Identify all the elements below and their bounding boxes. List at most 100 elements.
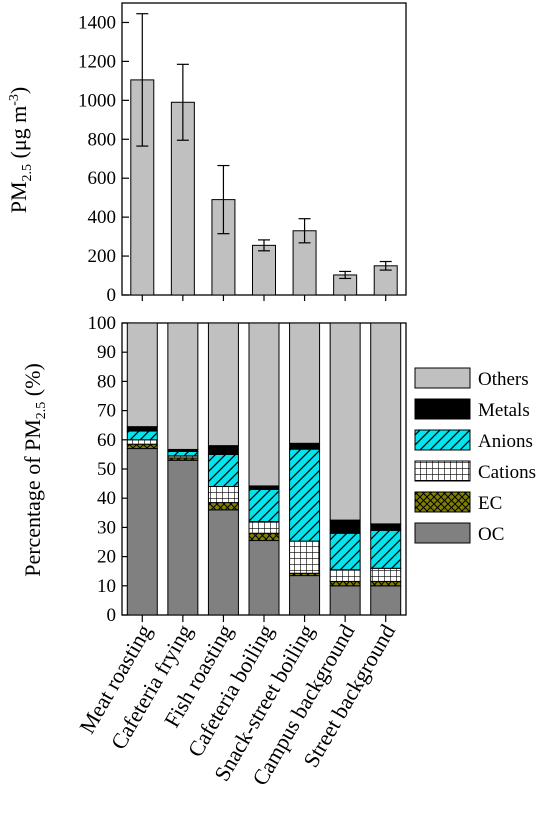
legend-swatch xyxy=(414,429,471,451)
segment-oc xyxy=(248,540,280,616)
segment-cations xyxy=(289,540,321,574)
bottom-y-tick-label: 80 xyxy=(97,371,116,392)
segment-cations xyxy=(207,486,239,504)
legend: Others Metals Anions Cations EC OC xyxy=(414,367,536,545)
pm25-concentration-panel: 0 200 400 600 800 1000 1200 1400 PM2.5 (μg m-3) xyxy=(6,2,407,306)
top-ylabel-superscript: -3 xyxy=(7,94,22,106)
error-bar xyxy=(298,218,311,244)
stacked-bar-cafeteria-frying xyxy=(167,322,199,616)
segment-anions xyxy=(329,532,361,571)
segment-metals xyxy=(329,519,361,534)
stacked-bar-snack-street-boiling xyxy=(289,322,321,616)
top-bar-cafeteria-boiling xyxy=(252,244,276,296)
top-y-tick-label: 600 xyxy=(88,168,117,189)
top-y-tick-label: 800 xyxy=(88,129,117,150)
legend-item-oc: OC xyxy=(414,522,504,545)
bottom-stacked-bars xyxy=(126,322,402,616)
segment-anions xyxy=(167,450,199,457)
legend-item-ec: EC xyxy=(414,491,502,514)
legend-swatch xyxy=(414,460,471,482)
segment-anions xyxy=(370,529,402,569)
segment-others xyxy=(329,322,361,521)
segment-oc xyxy=(126,448,158,616)
top-ylabel-subscript: 2.5 xyxy=(20,164,35,182)
bottom-y-tick-label: 30 xyxy=(97,517,116,538)
bottom-ylabel-main: Percentage of PM xyxy=(20,419,45,577)
error-bar xyxy=(258,239,270,252)
top-y-axis-label: PM2.5 (μg m-3) xyxy=(6,87,35,214)
legend-item-others: Others xyxy=(414,367,529,390)
segment-cations xyxy=(126,439,158,445)
top-y-ticks: 0 200 400 600 800 1000 1200 1400 xyxy=(78,12,387,306)
segment-metals xyxy=(289,442,321,450)
error-bar xyxy=(136,13,149,147)
segment-others xyxy=(167,322,199,450)
legend-swatch xyxy=(414,522,471,544)
stacked-bar-meat-roasting xyxy=(126,322,158,616)
top-y-tick-label: 400 xyxy=(88,207,117,228)
stacked-bar-fish-roasting xyxy=(207,322,239,616)
legend-label: EC xyxy=(478,493,502,514)
bottom-y-tick-label: 0 xyxy=(107,605,117,626)
error-bar xyxy=(176,63,189,141)
segment-cations xyxy=(370,567,402,582)
segment-cations xyxy=(329,569,361,582)
legend-item-anions: Anions xyxy=(414,429,533,452)
bottom-y-tick-label: 60 xyxy=(97,430,116,451)
segment-ec xyxy=(329,580,361,587)
bottom-y-tick-label: 70 xyxy=(97,401,116,422)
segment-others xyxy=(207,322,239,447)
segment-ec xyxy=(126,443,158,450)
bottom-y-tick-label: 90 xyxy=(97,342,116,363)
segment-metals xyxy=(248,485,280,490)
error-bar xyxy=(217,164,230,235)
stacked-bar-cafeteria-boiling xyxy=(248,322,280,616)
stacked-bar-campus-background xyxy=(329,322,361,616)
segment-others xyxy=(248,322,280,487)
top-y-tick-label: 1000 xyxy=(78,90,116,111)
segment-anions xyxy=(248,488,280,523)
bottom-y-tick-label: 10 xyxy=(97,576,116,597)
segment-oc xyxy=(207,509,239,616)
top-ylabel-unit-close: ) xyxy=(6,87,31,94)
segment-cations xyxy=(248,521,280,534)
segment-others xyxy=(370,322,402,525)
top-y-tick-label: 1400 xyxy=(78,12,116,33)
legend-item-cations: Cations xyxy=(414,460,536,483)
bottom-y-tick-label: 40 xyxy=(97,488,116,509)
legend-label: Cations xyxy=(478,462,536,483)
bottom-ylabel-unit: (%) xyxy=(20,363,45,401)
bottom-y-axis-label: Percentage of PM2.5 (%) xyxy=(20,363,49,577)
segment-anions xyxy=(126,430,158,441)
segment-ec xyxy=(248,532,280,542)
segment-others xyxy=(126,322,158,428)
legend-swatch xyxy=(414,398,471,420)
bottom-y-ticks: 0 10 20 30 40 50 60 70 80 90 100 xyxy=(88,313,129,626)
legend-swatch xyxy=(414,491,471,513)
top-y-tick-label: 1200 xyxy=(78,51,116,72)
legend-label: Others xyxy=(478,369,529,390)
segment-anions xyxy=(207,453,239,488)
top-bars xyxy=(130,13,398,296)
segment-metals xyxy=(126,426,158,432)
bottom-y-tick-label: 100 xyxy=(88,313,117,334)
pm25-composition-panel: 0 10 20 30 40 50 60 70 80 90 100 Percentage of PM2… xyxy=(20,313,536,626)
segment-metals xyxy=(370,523,402,531)
top-y-tick-label: 0 xyxy=(107,285,117,306)
top-y-tick-label: 200 xyxy=(88,246,117,267)
segment-oc xyxy=(289,575,321,616)
legend-label: OC xyxy=(478,524,504,545)
segment-ec xyxy=(207,502,239,511)
legend-label: Anions xyxy=(478,431,533,452)
top-ylabel-main: PM xyxy=(6,181,31,213)
legend-item-metals: Metals xyxy=(414,398,530,421)
segment-ec xyxy=(370,580,402,587)
bottom-ylabel-subscript: 2.5 xyxy=(34,402,49,420)
legend-swatch xyxy=(414,367,471,389)
bottom-x-ticks xyxy=(141,615,387,622)
error-bar xyxy=(339,270,352,280)
segment-oc xyxy=(370,585,402,616)
error-bar xyxy=(379,260,392,271)
